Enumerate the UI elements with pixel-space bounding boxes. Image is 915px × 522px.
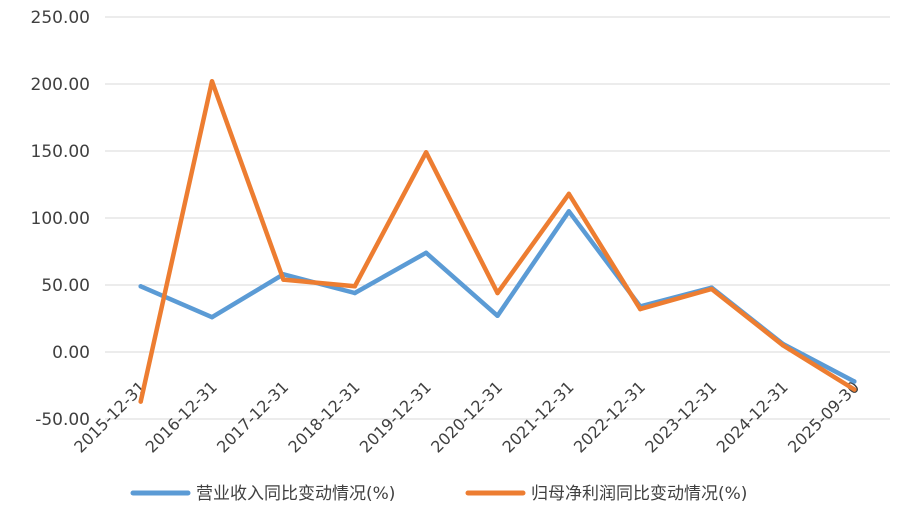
x-tick-label: 2019-12-31 [356, 377, 435, 456]
data-point [209, 314, 215, 320]
x-tick-label: 2020-12-31 [427, 377, 506, 456]
data-point [423, 250, 429, 256]
x-tick-label: 2023-12-31 [641, 377, 720, 456]
data-point [138, 399, 143, 404]
legend-label: 营业收入同比变动情况(%) [196, 484, 395, 504]
x-axis-ticks: 2015-12-312016-12-312017-12-312018-12-31… [70, 377, 863, 456]
y-tick-label: 50.00 [41, 276, 90, 296]
data-point [566, 191, 572, 197]
legend-label: 归母净利润同比变动情况(%) [531, 484, 747, 504]
data-point [852, 387, 857, 392]
data-point [780, 343, 786, 348]
y-tick-label: 0.00 [52, 343, 90, 363]
data-point [495, 313, 500, 319]
data-point [423, 150, 429, 155]
y-tick-label: -50.00 [35, 410, 90, 430]
x-tick-label: 2022-12-31 [570, 377, 649, 456]
data-point [352, 290, 357, 296]
legend: 营业收入同比变动情况(%) 归母净利润同比变动情况(%) [130, 484, 747, 504]
x-tick-label: 2016-12-31 [142, 377, 221, 456]
x-tick-label: 2021-12-31 [499, 377, 578, 456]
y-tick-label: 100.00 [31, 209, 90, 229]
x-tick-label: 2024-12-31 [713, 377, 792, 456]
data-point [566, 209, 572, 214]
data-point [852, 379, 857, 384]
y-tick-label: 150.00 [31, 142, 90, 162]
data-point [709, 286, 714, 292]
x-tick-label: 2017-12-31 [213, 377, 292, 456]
data-point [638, 306, 643, 312]
gridlines [105, 16, 890, 420]
data-point [352, 284, 357, 289]
y-axis-ticks: 250.00 200.00 150.00 100.00 50.00 0.00 -50.00 [31, 8, 90, 430]
data-point [495, 290, 500, 296]
data-point [209, 79, 215, 84]
data-point [138, 284, 143, 289]
series-lines [138, 79, 857, 404]
x-tick-label: 2018-12-31 [284, 377, 363, 456]
y-tick-label: 250.00 [31, 8, 90, 28]
series-line-0 [138, 209, 857, 384]
data-point [281, 277, 286, 282]
y-tick-label: 200.00 [31, 75, 90, 95]
series-line-1 [138, 79, 857, 404]
